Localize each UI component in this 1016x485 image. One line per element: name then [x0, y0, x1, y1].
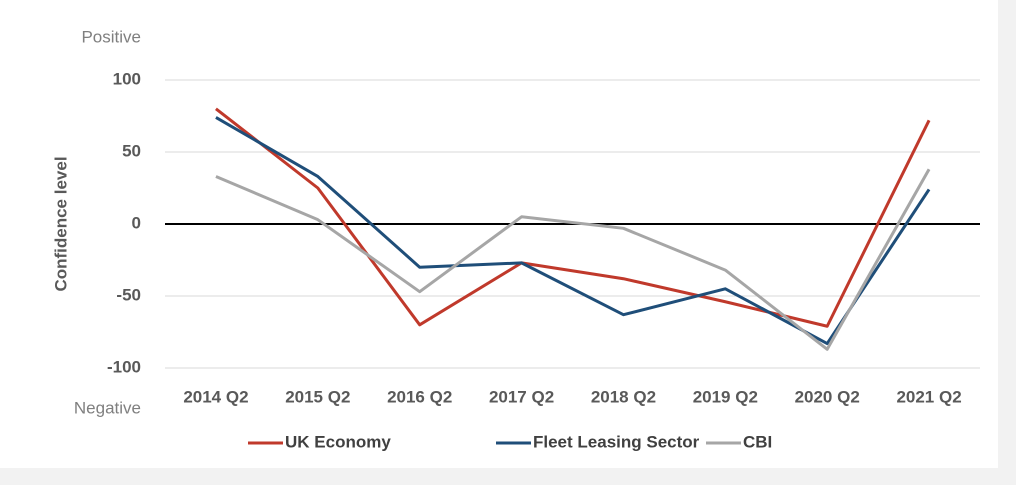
- legend-label: UK Economy: [285, 432, 391, 451]
- x-tick-label: 2017 Q2: [489, 387, 554, 406]
- y-axis-title: Confidence level: [51, 156, 70, 291]
- legend-label: Fleet Leasing Sector: [533, 432, 700, 451]
- y-tick-label: 0: [132, 213, 141, 232]
- x-tick-label: 2019 Q2: [693, 387, 758, 406]
- x-tick-label: 2020 Q2: [795, 387, 860, 406]
- x-tick-label: 2015 Q2: [285, 387, 350, 406]
- x-tick-label: 2021 Q2: [896, 387, 961, 406]
- x-tick-label: 2014 Q2: [183, 387, 248, 406]
- x-tick-label: 2016 Q2: [387, 387, 452, 406]
- y-tick-label: 50: [122, 141, 141, 160]
- y-tick-label: 100: [113, 69, 141, 88]
- y-tick-label: -100: [107, 357, 141, 376]
- series-line: [215, 168, 931, 351]
- annotation: Positive: [81, 27, 141, 46]
- annotation: Negative: [74, 398, 141, 417]
- x-tick-label: 2018 Q2: [591, 387, 656, 406]
- legend-label: CBI: [743, 432, 772, 451]
- y-tick-label: -50: [116, 285, 141, 304]
- series-line: [215, 107, 931, 328]
